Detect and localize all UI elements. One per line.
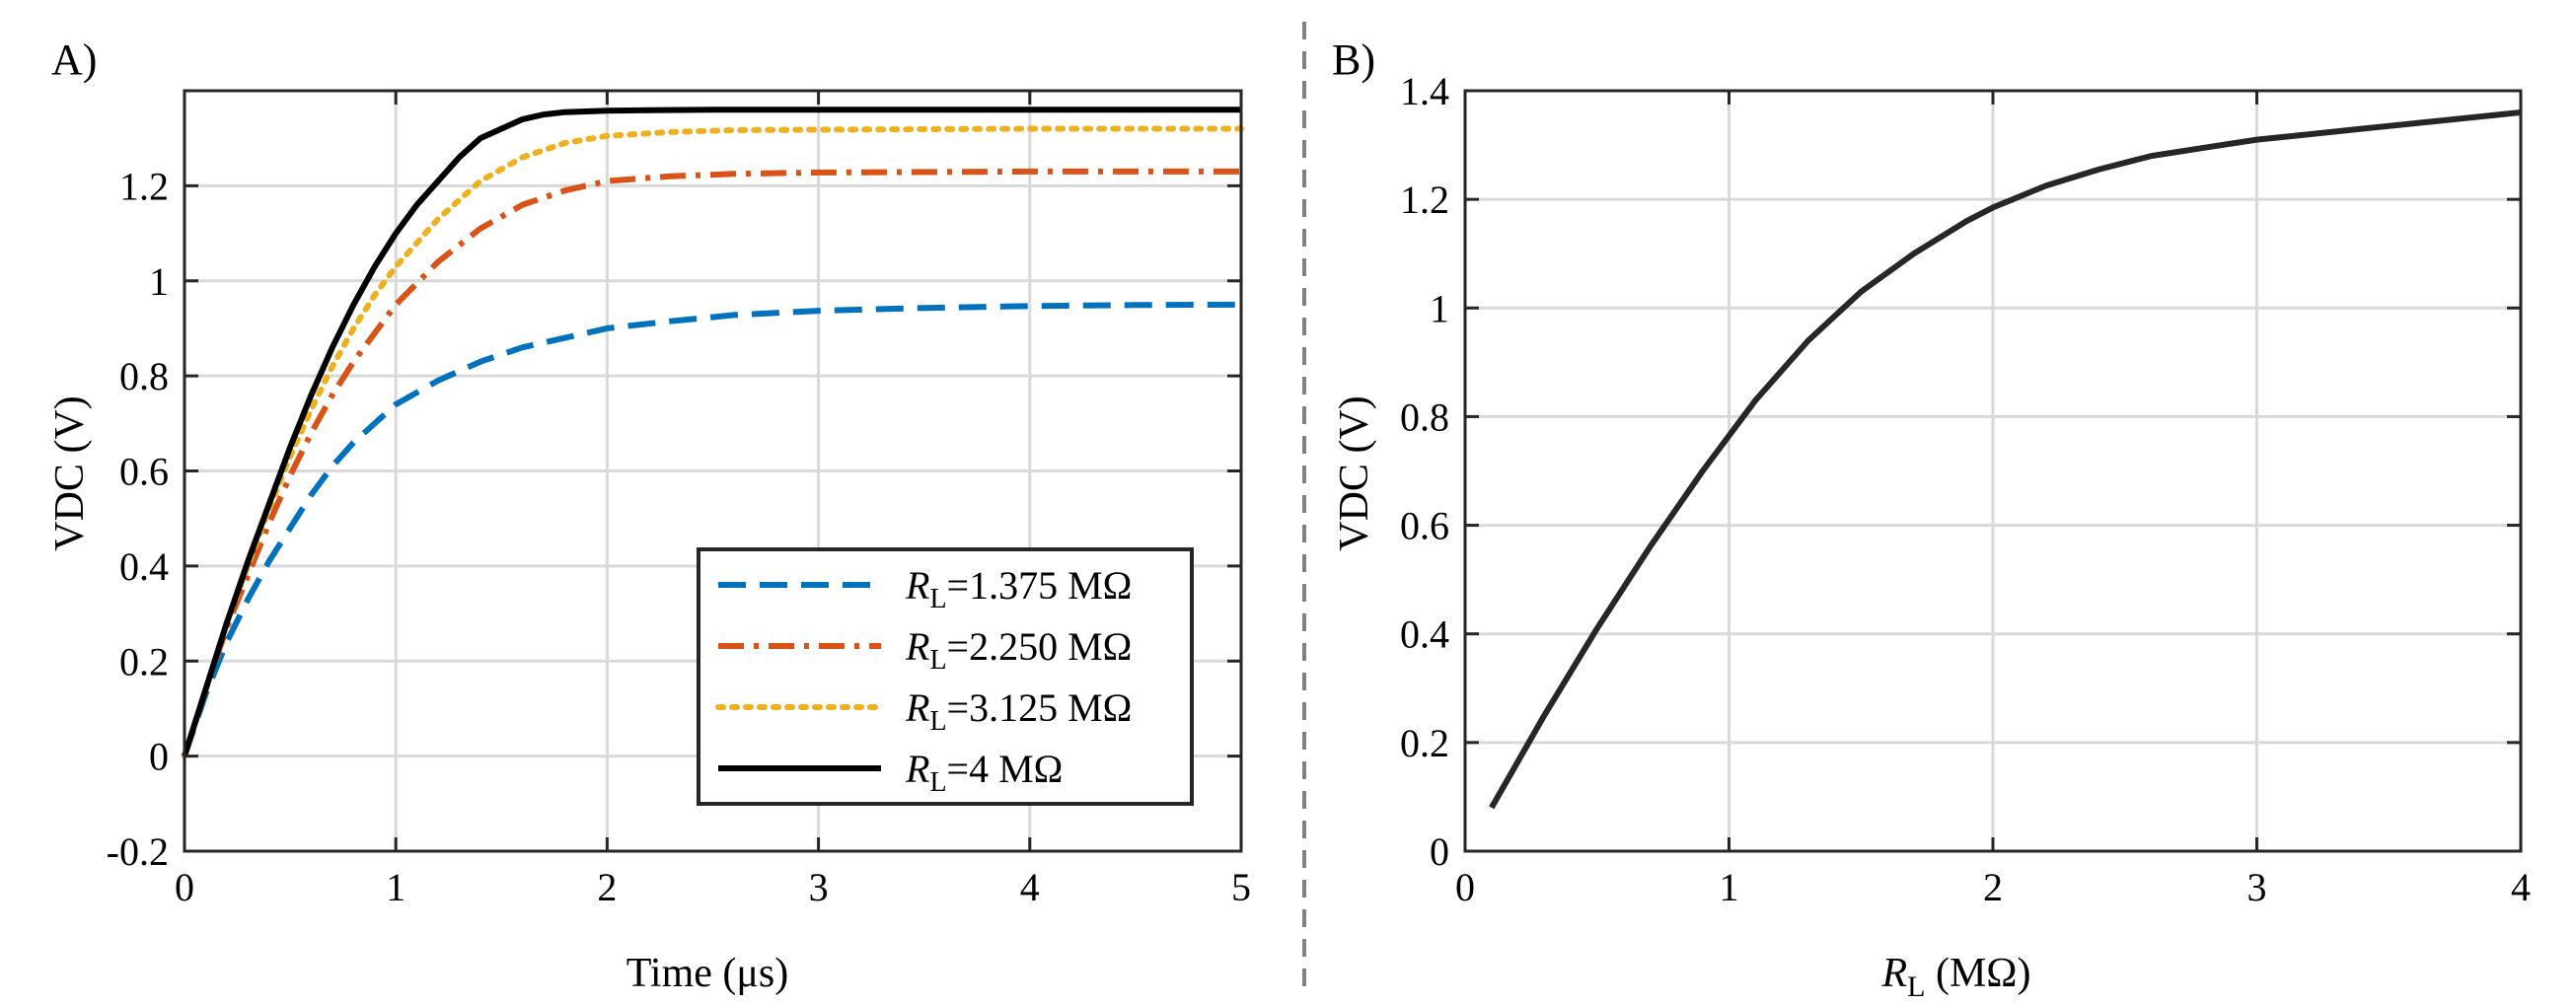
x-ticks-a: 0 1 2 3 4 5 <box>175 91 1251 909</box>
y-tick-label: 0.2 <box>1400 721 1449 765</box>
x-tick-label: 0 <box>1455 865 1475 909</box>
series-group-a <box>182 107 1244 759</box>
y-ticks-a: -0.2 0 0.2 0.4 0.6 0.8 1 1.2 <box>107 164 1241 874</box>
y-tick-label: 0.8 <box>1400 395 1449 439</box>
y-tick-label: 0.4 <box>119 544 169 589</box>
legend-label-1: RL=1.375 MΩ <box>905 563 1132 614</box>
y-tick-label: 0 <box>1430 829 1449 874</box>
series-line-1 <box>182 301 1242 757</box>
x-axis-label-b: RL (MΩ) <box>1880 951 2030 1003</box>
x-tick-label: 1 <box>386 865 405 909</box>
legend-subscript: L <box>929 767 946 798</box>
x-tick-label: 1 <box>1720 865 1739 909</box>
panel-label-b: B) <box>1332 36 1375 84</box>
series-line-1 <box>1489 109 2522 810</box>
x-axis-label-b-sub: L <box>1907 970 1925 1003</box>
y-tick-label: 1.4 <box>1400 69 1449 113</box>
legend-label-4: RL=4 MΩ <box>905 747 1063 798</box>
y-tick-label: 0.6 <box>119 450 169 494</box>
y-axis-label-b: VDC (V) <box>1332 395 1377 550</box>
legend-symbol: R <box>905 624 929 669</box>
legend-symbol: R <box>905 685 929 730</box>
x-tick-label: 3 <box>809 865 829 909</box>
legend-value: =1.375 MΩ <box>947 563 1133 608</box>
series-line-4 <box>182 107 1241 757</box>
legend-symbol: R <box>905 747 929 791</box>
y-tick-label: 1 <box>1430 286 1449 330</box>
y-ticks-b: 0 0.2 0.4 0.6 0.8 1 1.2 1.4 <box>1400 69 2521 874</box>
chart-b: B) 0 1 2 3 4 0 0.2 0.4 0.6 0.8 1 1.2 1.4 RL (MΩ) VD… <box>1332 36 2531 1003</box>
series-group-b <box>1489 109 2522 810</box>
y-tick-label: 0.2 <box>119 639 169 683</box>
legend-box <box>697 547 1194 806</box>
legend-value: =3.125 MΩ <box>947 685 1133 730</box>
y-tick-label: 1.2 <box>119 164 169 208</box>
y-tick-label: -0.2 <box>107 829 169 874</box>
legend-value: =2.250 MΩ <box>947 624 1133 669</box>
x-tick-label: 4 <box>1020 865 1040 909</box>
x-axis-label-a: Time (μs) <box>626 951 789 996</box>
legend-label-2: RL=2.250 MΩ <box>905 624 1132 676</box>
legend-subscript: L <box>929 645 946 676</box>
x-tick-label: 5 <box>1231 865 1251 909</box>
x-tick-label: 4 <box>2511 865 2531 909</box>
x-tick-label: 0 <box>175 865 194 909</box>
legend-symbol: R <box>905 563 929 608</box>
y-tick-label: 0.4 <box>1400 612 1449 657</box>
x-tick-label: 3 <box>2247 865 2267 909</box>
legend-label-3: RL=3.125 MΩ <box>905 685 1132 737</box>
y-tick-label: 0 <box>149 735 169 779</box>
x-axis-label-b-symbol: R <box>1880 951 1907 996</box>
x-tick-label: 2 <box>1983 865 2003 909</box>
y-tick-label: 1.2 <box>1400 178 1449 222</box>
x-tick-label: 2 <box>597 865 617 909</box>
panel-label-a: A) <box>51 36 97 84</box>
y-tick-label: 0.8 <box>119 354 169 398</box>
x-axis-label-b-text: (MΩ) <box>1925 951 2030 996</box>
legend-subscript: L <box>929 706 946 737</box>
x-ticks-b: 0 1 2 3 4 <box>1455 91 2531 909</box>
y-axis-label-a: VDC (V) <box>47 395 93 550</box>
y-tick-label: 0.6 <box>1400 504 1449 548</box>
legend-subscript: L <box>929 584 946 614</box>
y-tick-label: 1 <box>149 259 169 304</box>
legend-value: =4 MΩ <box>947 747 1064 791</box>
series-line-2 <box>182 168 1241 757</box>
